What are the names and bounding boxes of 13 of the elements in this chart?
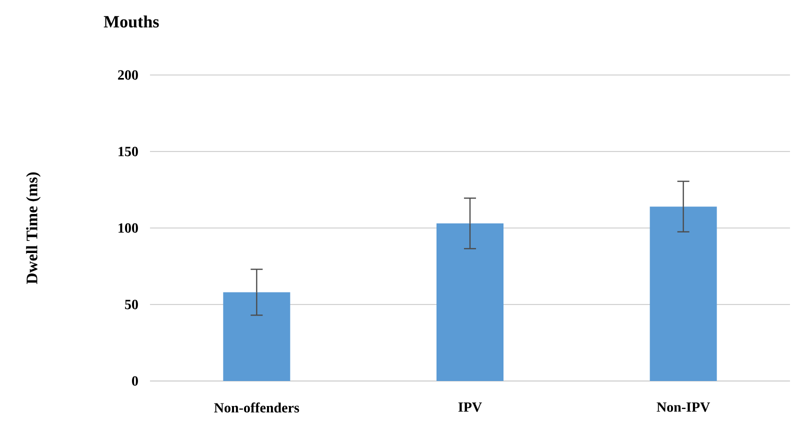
x-tick-label: IPV bbox=[458, 402, 482, 412]
x-tick-label: Non-IPV bbox=[656, 402, 710, 412]
y-tick-label: 50 bbox=[125, 300, 138, 310]
x-tick-label: Non-offenders bbox=[214, 402, 300, 413]
y-axis-title: Dwell Time (ms) bbox=[26, 172, 41, 284]
bar bbox=[436, 223, 504, 381]
y-tick-label: 100 bbox=[118, 223, 138, 233]
bar bbox=[650, 206, 717, 381]
y-tick-label: 200 bbox=[118, 70, 138, 80]
bar bbox=[223, 292, 290, 381]
y-tick-label: 150 bbox=[118, 146, 138, 156]
chart-title: Mouths bbox=[104, 16, 159, 28]
y-tick-label: 0 bbox=[132, 376, 138, 386]
